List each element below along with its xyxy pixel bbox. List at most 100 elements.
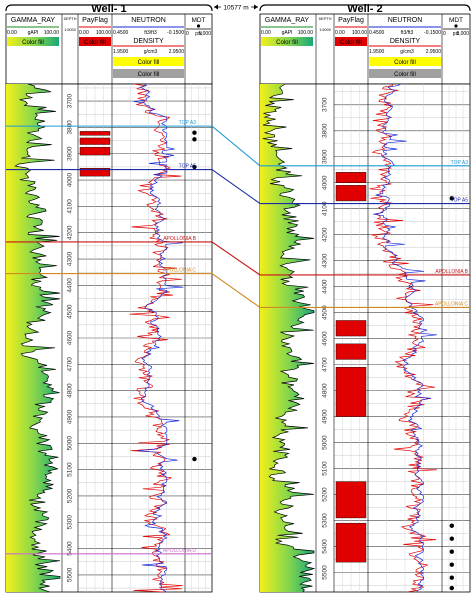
neutron-curve — [133, 83, 184, 593]
depth-title: DEPTH — [64, 17, 77, 21]
crossover-fill-grey-swatch — [113, 69, 184, 78]
depth-tick-label: 3700 — [322, 97, 329, 112]
mdt-point — [192, 164, 197, 170]
gamma-scale-max: 100.00 — [298, 30, 314, 36]
payflag-fill-swatch — [79, 37, 111, 46]
marker-label-well-1: APOLLONIA C — [163, 268, 196, 274]
gamma-ray-curve — [262, 83, 316, 593]
pay-interval-block — [79, 137, 111, 145]
correlation-line — [211, 273, 261, 308]
pay-interval-block — [79, 146, 111, 156]
gamma-fill-label: Color fill — [276, 40, 298, 46]
depth-tick-label: 5400 — [322, 539, 329, 554]
depth-tick-label: 5400 — [67, 541, 74, 556]
mdt-point — [192, 456, 197, 462]
gamma-scale-unit: gAPI — [28, 30, 39, 36]
mdt-point — [449, 549, 454, 554]
mdt-point — [192, 130, 197, 135]
mdt-title: MDT — [449, 17, 463, 24]
well-name: Well- 1 — [91, 3, 126, 15]
neutron-scale-max: -0.1500 — [167, 30, 184, 36]
gamma-fill-swatch — [261, 37, 313, 46]
payflag-fill-label: Color fill — [84, 40, 106, 46]
depth-scale: 1:5000 — [319, 28, 331, 32]
correlation-line — [211, 125, 261, 167]
pay-interval-block — [335, 481, 367, 519]
depth-tick-label: 3800 — [67, 120, 74, 135]
neutron-title: NEUTRON — [131, 17, 166, 24]
gamma-ray-fill — [6, 84, 60, 592]
density-scale-max: 2.9500 — [426, 49, 442, 55]
depth-tick-label: 4600 — [67, 330, 74, 345]
well-title-bracket — [5, 4, 213, 12]
depth-tick-label: 3900 — [67, 146, 74, 161]
neutron-scale-unit: ft3/ft3 — [401, 30, 414, 36]
mdt-scale-max: 5,000 — [456, 31, 469, 37]
pay-interval-block — [335, 343, 367, 360]
depth-tick-label: 4200 — [322, 227, 329, 242]
pay-interval-block — [335, 367, 367, 417]
depth-tick-label: 4300 — [67, 251, 74, 266]
marker-label-well-2: APOLLONIA C — [435, 301, 468, 307]
depth-tick-label: 3800 — [322, 123, 329, 138]
crossover-fill-label-2: Color fill — [394, 72, 416, 78]
payflag-scale-min: 0.00 — [79, 30, 89, 36]
pay-interval-block — [79, 131, 111, 136]
marker-2: APOLLONIA B APOLLONIA B — [6, 236, 470, 276]
depth-tick-label: 4000 — [67, 172, 74, 187]
well-name: Well- 2 — [347, 3, 382, 15]
mdt-point — [449, 196, 454, 201]
mdt-point — [449, 575, 454, 580]
mdt-point — [449, 585, 454, 591]
depth-tick-label: 4400 — [322, 279, 329, 294]
crossover-fill-grey-swatch — [369, 69, 441, 78]
distance-label: 10577 m — [223, 5, 248, 12]
correlation-line — [211, 241, 261, 276]
marker-4: APOLLONIA D — [6, 548, 212, 555]
depth-tick-label: 5500 — [322, 565, 329, 580]
crossover-fill-yellow-swatch — [113, 57, 184, 66]
depth-tick-label: 5500 — [67, 567, 74, 582]
mdt-scale-unit: psi — [195, 31, 201, 37]
gamma-ray-fill — [260, 84, 314, 592]
depth-tick-label: 4700 — [322, 357, 329, 372]
depth-tick-label: 4500 — [67, 304, 74, 319]
depth-tick-label: 4100 — [322, 201, 329, 216]
depth-tick-label: 4500 — [322, 305, 329, 320]
density-scale-unit: g/cm3 — [144, 49, 158, 55]
depth-tick-label: 4200 — [67, 225, 74, 240]
marker-label-well-2: TOP A5 — [451, 198, 469, 204]
pay-interval-block — [335, 172, 367, 183]
neutron-scale-unit: ft3/ft3 — [144, 30, 157, 36]
marker-label-well-1: TOP A5 — [179, 164, 197, 170]
pay-interval-block — [335, 185, 367, 202]
depth-tick-label: 5100 — [322, 461, 329, 476]
payflag-scale-max: 100.00 — [352, 30, 368, 36]
mdt-point — [192, 137, 197, 142]
neutron-scale-min: 0.4500 — [369, 30, 385, 36]
depth-tick-label: 5200 — [67, 488, 74, 503]
depth-tick-label: 4400 — [67, 278, 74, 293]
pay-interval-block — [335, 320, 367, 337]
payflag-scale-max: 100.00 — [96, 30, 112, 36]
mdt-scale-max: 5,000 — [198, 31, 211, 37]
mdt-scale-min: 0 — [443, 31, 446, 37]
payflag-fill-swatch — [335, 37, 367, 46]
depth-tick-label: 5300 — [322, 513, 329, 528]
gamma-fill-label: Color fill — [22, 40, 44, 46]
payflag-scale-min: 0.00 — [335, 30, 345, 36]
depth-tick-label: 4900 — [67, 409, 74, 424]
mdt-title: MDT — [191, 17, 205, 24]
depth-tick-label: 4700 — [67, 357, 74, 372]
crossover-fill-label-2: Color fill — [138, 72, 160, 78]
depth-tick-label: 3700 — [67, 93, 74, 108]
density-title: DENSITY — [133, 38, 164, 45]
neutron-curve — [373, 83, 437, 593]
crossover-fill-label-1: Color fill — [394, 60, 416, 66]
depth-tick-label: 4600 — [322, 331, 329, 346]
crossover-fill-label-1: Color fill — [138, 60, 160, 66]
